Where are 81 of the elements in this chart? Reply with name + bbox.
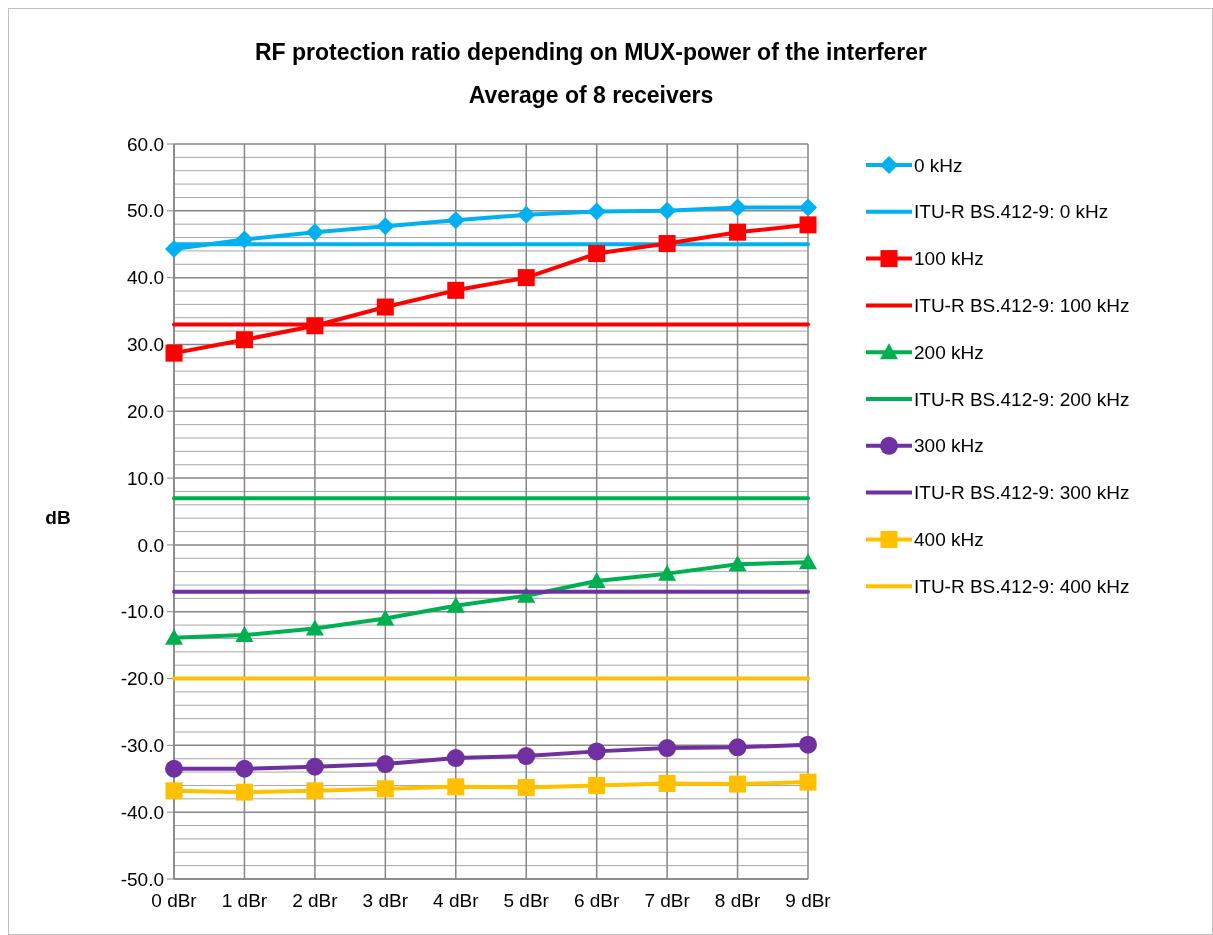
y-tick-label: 40.0 <box>127 267 164 289</box>
legend-label: 200 kHz <box>914 341 984 363</box>
point <box>165 782 183 800</box>
y-tick-label: 30.0 <box>127 334 164 356</box>
x-tick-label: 2 dBr <box>292 890 339 911</box>
point <box>165 759 183 778</box>
point <box>728 198 747 217</box>
legend-label: ITU-R BS.412-9: 0 kHz <box>914 201 1109 223</box>
y-tick-label: -30.0 <box>120 735 164 757</box>
x-tick-label: 1 dBr <box>221 890 268 911</box>
point <box>235 331 253 349</box>
point <box>799 735 817 754</box>
y-tick-label: 0.0 <box>137 534 164 556</box>
x-tick-label: 0 dBr <box>151 890 198 911</box>
point <box>165 628 183 645</box>
legend-label: ITU-R BS.412-9: 200 kHz <box>914 388 1130 410</box>
legend-label: 100 kHz <box>914 248 984 270</box>
legend-label: ITU-R BS.412-9: 300 kHz <box>914 482 1130 504</box>
point <box>517 747 536 766</box>
point <box>588 245 606 263</box>
x-tick-label: 7 dBr <box>644 890 691 911</box>
point <box>587 571 606 588</box>
y-tick-label: 50.0 <box>127 200 164 222</box>
point <box>235 783 253 801</box>
legend-label: 400 kHz <box>914 529 984 551</box>
legend-label: ITU-R BS.412-9: 400 kHz <box>914 575 1130 597</box>
y-axis-title: dB <box>45 506 71 528</box>
point <box>376 609 395 626</box>
point <box>799 553 817 570</box>
point <box>376 217 395 236</box>
point <box>587 742 606 761</box>
point <box>799 216 817 234</box>
point <box>588 776 606 794</box>
point <box>728 555 747 572</box>
point <box>729 223 747 241</box>
point <box>799 198 817 217</box>
point <box>658 739 677 758</box>
point <box>446 749 465 768</box>
point <box>306 782 324 800</box>
point <box>165 344 183 362</box>
point <box>235 626 254 643</box>
y-tick-label: -10.0 <box>120 601 164 623</box>
legend-label: ITU-R BS.412-9: 100 kHz <box>914 295 1130 317</box>
chart-title: RF protection ratio depending on MUX-power of the interferer <box>254 39 928 65</box>
legend-label: 300 kHz <box>914 435 984 457</box>
point <box>658 201 677 220</box>
point <box>799 773 817 791</box>
point <box>305 757 324 776</box>
point <box>728 738 747 757</box>
point <box>376 298 394 316</box>
x-tick-label: 5 dBr <box>503 890 550 911</box>
y-tick-label: -20.0 <box>120 668 164 690</box>
point <box>235 759 254 778</box>
point <box>446 211 465 230</box>
y-tick-label: 60.0 <box>127 133 164 155</box>
chart-subtitle: Average of 8 receivers <box>468 82 714 108</box>
point <box>305 223 324 242</box>
y-tick-label: -40.0 <box>120 801 164 823</box>
point <box>446 596 465 613</box>
point <box>587 202 606 221</box>
point <box>517 269 535 287</box>
point <box>658 564 677 581</box>
x-tick-label: 4 dBr <box>433 890 480 911</box>
point <box>658 774 676 792</box>
point <box>447 778 465 796</box>
point <box>376 755 395 774</box>
y-tick-label: 20.0 <box>127 400 164 422</box>
y-tick-label: -50.0 <box>120 868 164 890</box>
point <box>729 775 747 793</box>
point <box>517 778 535 796</box>
x-tick-label: 3 dBr <box>362 890 409 911</box>
point <box>305 619 324 636</box>
legend-label: 0 kHz <box>914 154 963 176</box>
x-tick-label: 8 dBr <box>714 890 761 911</box>
y-tick-label: 10.0 <box>127 467 164 489</box>
x-tick-label: 9 dBr <box>785 890 832 911</box>
point <box>447 281 465 299</box>
point <box>658 235 676 253</box>
x-tick-label: 6 dBr <box>573 890 621 911</box>
point <box>517 205 536 224</box>
point <box>376 780 394 798</box>
